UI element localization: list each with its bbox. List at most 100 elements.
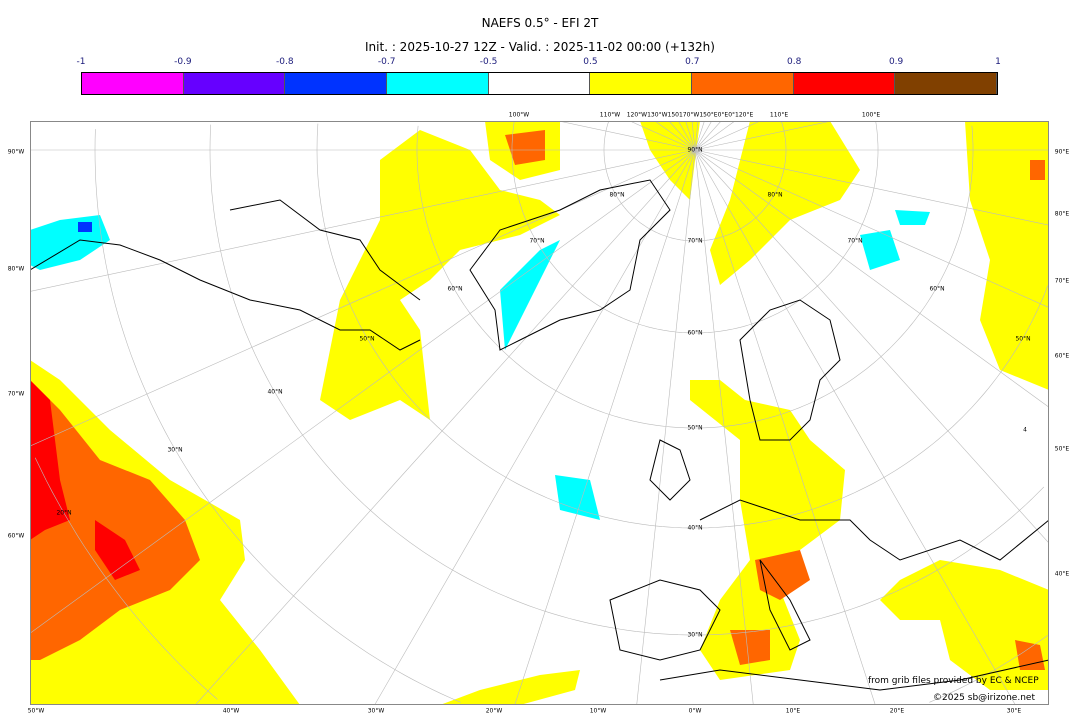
copyright-credit: ©2025 sb@irizone.net bbox=[933, 693, 1035, 703]
latitude-label: 60°N bbox=[447, 285, 463, 293]
colorbar-tick: 0.5 bbox=[583, 57, 598, 67]
efi-fields bbox=[30, 121, 1049, 705]
colorbar-swatch bbox=[488, 73, 591, 94]
data-source-credit: from grib files provided by EC & NCEP bbox=[868, 676, 1039, 686]
colorbar-tick: -0.8 bbox=[275, 57, 294, 67]
latitude-label: 40°N bbox=[687, 524, 703, 532]
meridian-line bbox=[30, 149, 696, 634]
latitude-label: 80°N bbox=[609, 191, 625, 199]
meridian-line bbox=[629, 121, 696, 151]
colorbar-swatch bbox=[895, 73, 998, 94]
latitude-circle bbox=[603, 121, 787, 242]
latitude-label: 70°N bbox=[687, 237, 703, 245]
yellow-field-siberia bbox=[710, 121, 860, 285]
latitude-label: 4 bbox=[1023, 426, 1027, 434]
meridian-line bbox=[195, 149, 696, 705]
meridian-line bbox=[694, 149, 1049, 408]
latitude-circle bbox=[511, 121, 879, 334]
meridian-line bbox=[30, 149, 696, 447]
bottom-axis-label: 40°W bbox=[222, 707, 240, 715]
latitude-label: 90°N bbox=[687, 146, 703, 154]
meridian-line bbox=[636, 149, 696, 705]
map-subtitle: Init. : 2025-10-27 12Z - Valid. : 2025-1… bbox=[365, 40, 715, 54]
bottom-axis-label: 0°W bbox=[688, 707, 702, 715]
latitude-circle bbox=[781, 121, 787, 150]
latitude-circle bbox=[316, 123, 1049, 529]
colorbar-tick: 0.9 bbox=[888, 57, 904, 67]
colorbar-tick: -0.9 bbox=[174, 57, 192, 67]
meridian-line bbox=[694, 121, 699, 151]
yellow-field-east bbox=[965, 121, 1049, 390]
latitude-label: 60°N bbox=[687, 329, 703, 337]
orange-field-alps bbox=[755, 550, 810, 600]
top-axis-label: 100°E bbox=[861, 111, 881, 119]
latitude-label: 30°N bbox=[687, 631, 703, 639]
yellow-field-europe bbox=[690, 380, 845, 680]
bottom-axis-label: 20°W bbox=[485, 707, 503, 715]
coast-scandinavia bbox=[739, 299, 841, 441]
yellow-field-midatlantic bbox=[440, 670, 580, 705]
colorbar-swatch bbox=[183, 73, 286, 94]
meridian-line bbox=[694, 149, 1049, 226]
bottom-axis-label: 30°E bbox=[1006, 707, 1022, 715]
cyan-field-atlantic bbox=[555, 475, 600, 520]
latitude-label: 20°N bbox=[56, 509, 72, 517]
meridian-line bbox=[685, 121, 696, 151]
latitude-label: 70°N bbox=[529, 237, 545, 245]
coast-mediterranean bbox=[659, 659, 1049, 691]
right-axis-label: 60°E bbox=[1054, 352, 1070, 360]
colorbar-swatch bbox=[793, 73, 896, 94]
meridian-line bbox=[668, 121, 696, 151]
bottom-axis-label: 10°E bbox=[785, 707, 801, 715]
right-axis-label: 90°E bbox=[1054, 148, 1070, 156]
bottom-axis-label: 50°W bbox=[27, 707, 45, 715]
coast-italy bbox=[759, 559, 811, 651]
coast-arctic bbox=[229, 199, 421, 301]
latitude-circle bbox=[209, 124, 1045, 636]
coastlines bbox=[30, 179, 1049, 691]
colorbar-tick: 0.8 bbox=[787, 57, 802, 67]
orange-field-east bbox=[1030, 160, 1045, 180]
bottom-axis-label: 30°W bbox=[367, 707, 385, 715]
right-axis-label: 40°E bbox=[1054, 570, 1070, 578]
latitude-circle bbox=[94, 129, 461, 703]
coast-europe bbox=[699, 499, 1049, 561]
colorbar-tick: -0.7 bbox=[377, 57, 396, 67]
latitude-label: 30°N bbox=[167, 446, 183, 454]
bottom-axis-label: 10°W bbox=[589, 707, 607, 715]
orange-field-italy bbox=[730, 630, 770, 665]
cyan-field-siberia-2 bbox=[895, 210, 930, 225]
cyan-field-siberia bbox=[860, 230, 900, 270]
meridian-line bbox=[558, 121, 696, 151]
bottom-axis-label: 20°E bbox=[889, 707, 905, 715]
latitude-label: 70°N bbox=[847, 237, 863, 245]
colorbar-swatch bbox=[82, 73, 184, 94]
cyan-field-greenland bbox=[500, 240, 560, 350]
top-axis-label: 110°E bbox=[769, 111, 789, 119]
meridian-line bbox=[30, 149, 696, 292]
map-canvas bbox=[30, 121, 1049, 705]
latitude-circle bbox=[34, 457, 218, 700]
left-axis-label: 80°W bbox=[7, 265, 25, 273]
meridian-line bbox=[654, 121, 696, 151]
meridian-line bbox=[694, 149, 876, 705]
latitude-label: 50°N bbox=[687, 424, 703, 432]
coast-canada bbox=[30, 239, 421, 351]
left-axis-label: 90°W bbox=[7, 148, 25, 156]
latitude-label: 60°N bbox=[929, 285, 945, 293]
left-axis-label: 60°W bbox=[7, 532, 25, 540]
red-field-atlantic-2 bbox=[95, 520, 140, 580]
colorbar bbox=[81, 72, 998, 95]
left-axis-label: 70°W bbox=[7, 390, 25, 398]
orange-field-atlantic bbox=[30, 380, 200, 660]
meridian-line bbox=[694, 149, 1016, 705]
right-axis-label: 50°E bbox=[1054, 445, 1070, 453]
blue-field bbox=[78, 222, 92, 232]
meridian-line bbox=[694, 121, 722, 151]
colorbar-swatch bbox=[387, 73, 489, 94]
latitude-label: 40°N bbox=[267, 388, 283, 396]
coast-britain bbox=[649, 439, 691, 501]
meridian-line bbox=[691, 121, 696, 151]
meridian-line bbox=[694, 149, 754, 705]
graticule bbox=[30, 121, 1049, 705]
